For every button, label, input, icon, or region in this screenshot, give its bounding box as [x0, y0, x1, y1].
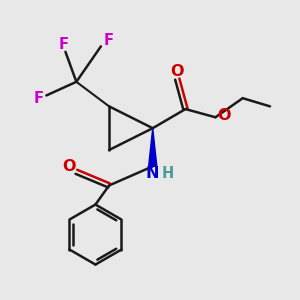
Text: F: F — [104, 33, 114, 48]
Text: N: N — [146, 167, 160, 182]
Text: F: F — [33, 91, 43, 106]
Text: O: O — [62, 159, 76, 174]
Text: O: O — [218, 108, 231, 123]
Text: O: O — [170, 64, 184, 79]
Text: H: H — [162, 167, 174, 182]
Polygon shape — [148, 128, 157, 166]
Text: F: F — [59, 38, 69, 52]
